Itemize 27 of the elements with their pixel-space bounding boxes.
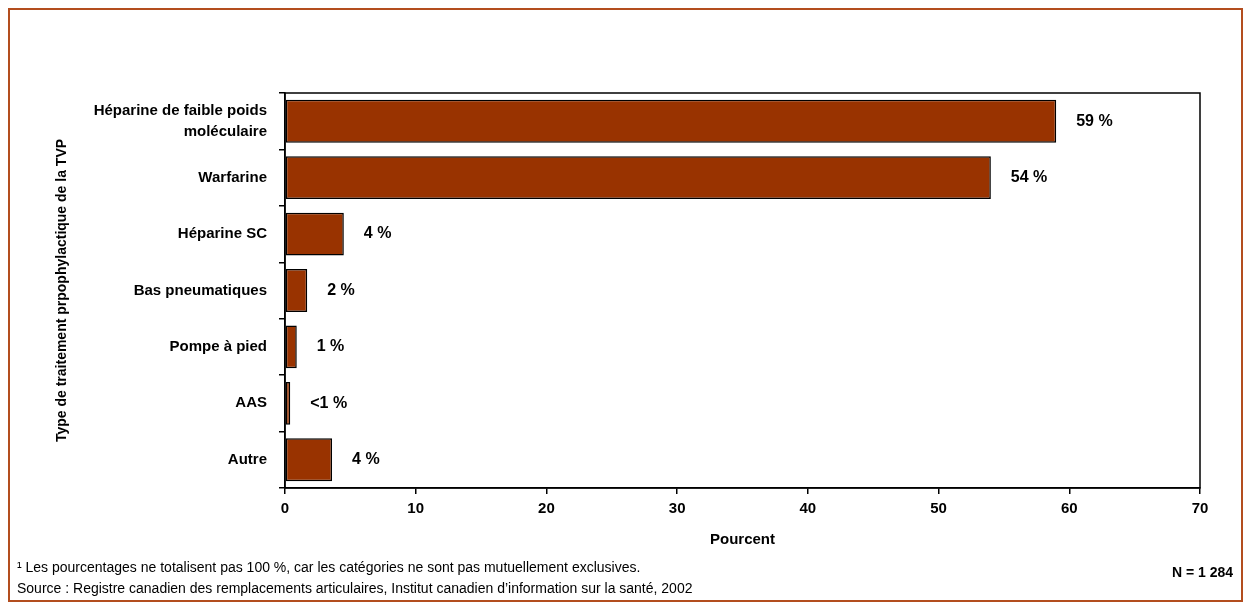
y-tick-label: AAS [235, 393, 267, 411]
y-tick-label: Bas pneumatiques [133, 280, 267, 298]
data-label: 1 % [316, 337, 345, 355]
x-tick-label: 0 [280, 499, 290, 517]
y-tick-label: Warfarine [198, 167, 267, 185]
data-label: 2 % [327, 280, 355, 298]
x-tick-label: 40 [799, 499, 817, 517]
x-axis-title: Pourcent [709, 530, 776, 548]
text: N = 1 284 [1171, 564, 1233, 580]
data-label: 59 % [1076, 111, 1113, 129]
x-tick-label: 10 [407, 499, 425, 517]
x-tick-label: 20 [538, 499, 555, 517]
y-tick-label: Autre [227, 449, 267, 467]
x-tick-label: 60 [1060, 499, 1078, 517]
source-note: Source : Registre canadien des remplacements articulaires, Institut canadien d’information sur la santé, 2002 [17, 580, 693, 596]
x-tick-label: 70 [1191, 499, 1209, 517]
x-tick-label: 50 [930, 499, 947, 517]
y-tick-label: Héparine SC [177, 224, 268, 242]
y-axis-title: Type de traitement prpophylactique de la TVP [53, 138, 70, 443]
data-label: 4 % [352, 450, 380, 468]
y-tick-label: Pompe à pied [169, 337, 267, 355]
x-tick-label: 30 [668, 499, 686, 517]
data-label: <1 % [310, 393, 348, 411]
y-tick-label: Héparine de faible poids moléculaire [93, 100, 267, 139]
data-label: 4 % [363, 224, 392, 242]
text: ¹ Les pourcentages ne totalisent pas 100 %, car les catégories ne sont pas mutuellement exclusives. [17, 559, 641, 575]
data-label: 54 % [1010, 168, 1048, 186]
